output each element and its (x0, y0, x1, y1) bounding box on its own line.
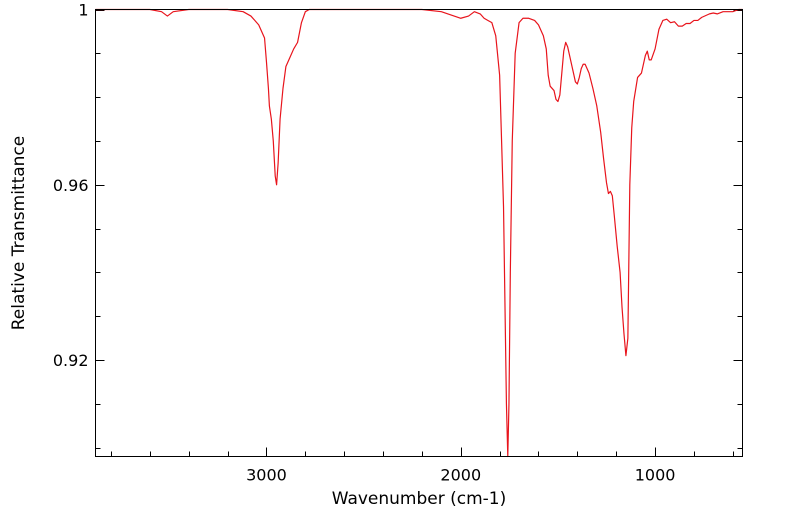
y-tick-label: 0.92 (53, 351, 89, 370)
spectrum-line (95, 8, 743, 458)
y-tick-label: 1 (78, 1, 88, 20)
x-tick-label: 1000 (635, 466, 676, 485)
y-axis-title: Relative Transmittance (9, 136, 29, 331)
x-tick-label: 2000 (440, 466, 481, 485)
y-tick-label: 0.96 (53, 176, 89, 195)
plot-frame (95, 9, 743, 457)
x-axis-title: Wavenumber (cm-1) (332, 489, 507, 509)
x-tick-label: 3000 (246, 466, 287, 485)
